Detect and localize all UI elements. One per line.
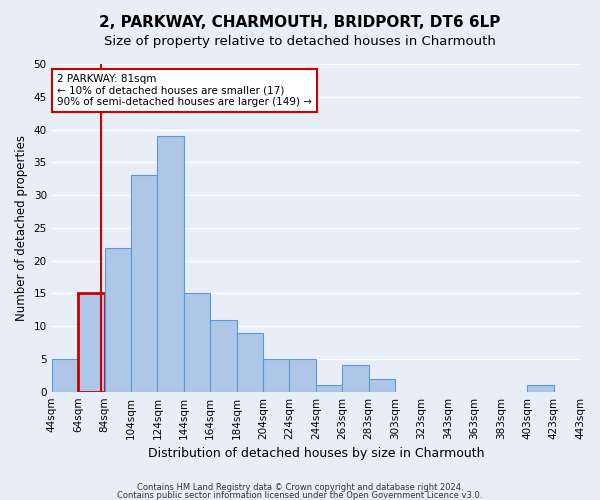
Bar — [289, 359, 316, 392]
Text: Contains public sector information licensed under the Open Government Licence v3: Contains public sector information licen… — [118, 490, 482, 500]
Bar — [184, 294, 210, 392]
Bar — [131, 176, 157, 392]
Bar — [78, 294, 104, 392]
Bar — [527, 385, 554, 392]
Text: 2 PARKWAY: 81sqm
← 10% of detached houses are smaller (17)
90% of semi-detached : 2 PARKWAY: 81sqm ← 10% of detached house… — [57, 74, 312, 107]
Bar — [342, 366, 368, 392]
X-axis label: Distribution of detached houses by size in Charmouth: Distribution of detached houses by size … — [148, 447, 484, 460]
Bar — [263, 359, 289, 392]
Bar — [368, 378, 395, 392]
Bar — [236, 332, 263, 392]
Bar — [157, 136, 184, 392]
Text: Contains HM Land Registry data © Crown copyright and database right 2024.: Contains HM Land Registry data © Crown c… — [137, 483, 463, 492]
Y-axis label: Number of detached properties: Number of detached properties — [15, 135, 28, 321]
Bar — [52, 359, 78, 392]
Bar — [104, 248, 131, 392]
Bar — [316, 385, 342, 392]
Bar — [210, 320, 236, 392]
Text: Size of property relative to detached houses in Charmouth: Size of property relative to detached ho… — [104, 35, 496, 48]
Text: 2, PARKWAY, CHARMOUTH, BRIDPORT, DT6 6LP: 2, PARKWAY, CHARMOUTH, BRIDPORT, DT6 6LP — [100, 15, 500, 30]
